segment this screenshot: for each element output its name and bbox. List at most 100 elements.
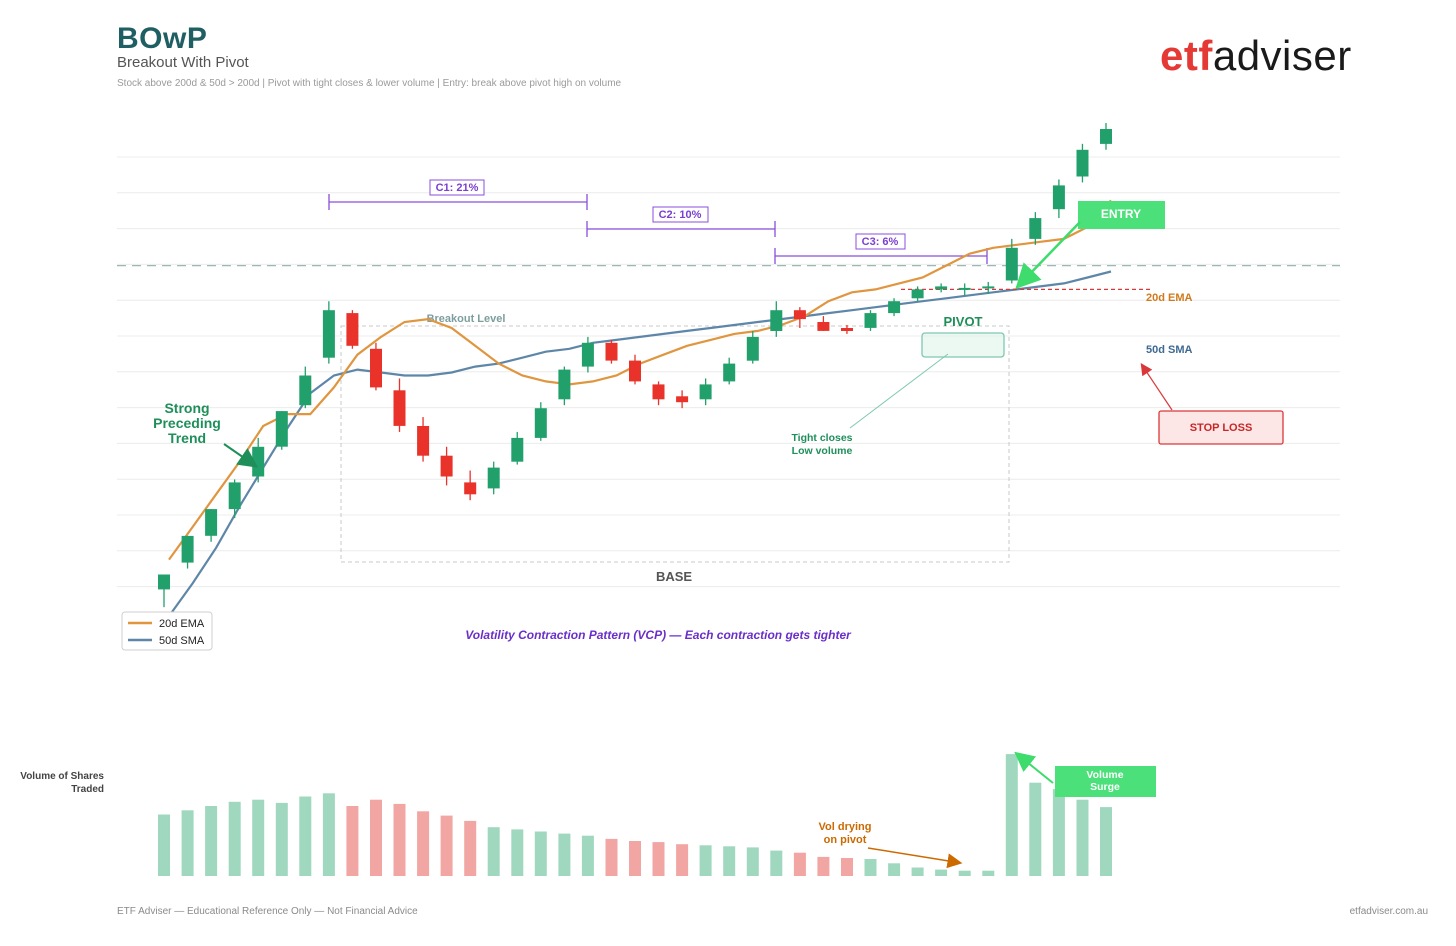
- page-title: BOwP: [117, 22, 208, 55]
- stop-loss-arrow: [1140, 363, 1173, 411]
- candle-body: [958, 287, 971, 290]
- volume-surge-box: [1055, 766, 1156, 797]
- ema-label: 20d EMA: [1146, 292, 1193, 304]
- candle: [370, 342, 382, 391]
- volume-bar: [440, 815, 453, 876]
- candle: [605, 339, 618, 364]
- volume-bar: [1100, 807, 1112, 876]
- volume-bar: [581, 835, 594, 876]
- candle: [534, 402, 547, 441]
- sma-50d-line: [168, 270, 1112, 617]
- volume-bar: [275, 802, 288, 876]
- low-volume-label: Low volume: [792, 445, 853, 457]
- contraction-c3-label: C3: 6%: [862, 236, 899, 248]
- candle-body: [322, 310, 335, 358]
- volume-bar: [652, 842, 665, 876]
- chart-legend: 20d EMA 50d SMA: [121, 611, 213, 651]
- logo-part-adviser: adviser: [1212, 32, 1352, 79]
- vol-drying-arrow: [867, 847, 963, 869]
- candle-body: [723, 363, 736, 382]
- strong-trend-arrow: [223, 443, 259, 468]
- candle: [322, 301, 335, 364]
- volume-bar: [322, 793, 335, 876]
- contraction-c3: C3: 6%: [774, 233, 988, 264]
- candle: [228, 479, 241, 519]
- candle-body: [346, 313, 359, 346]
- candle-body: [864, 313, 877, 328]
- tight-closes-pointer: [849, 353, 949, 429]
- candle-body: [888, 301, 901, 314]
- candle-body: [252, 446, 265, 477]
- volume-bar: [841, 858, 853, 876]
- vol-drying-line1: Vol drying: [819, 821, 872, 833]
- logo-part-etf: etf: [1160, 32, 1213, 79]
- volume-bar: [181, 810, 194, 876]
- candle: [958, 283, 971, 296]
- candle-body: [793, 310, 806, 320]
- candle: [723, 357, 736, 385]
- candle: [793, 307, 806, 328]
- candle-body: [393, 390, 406, 426]
- etfadviser-logo: etfadviser: [1160, 32, 1352, 80]
- volume-surge-arrow: [1014, 751, 1054, 784]
- candle-body: [629, 360, 641, 382]
- tagline: Stock above 200d & 50d > 200d | Pivot wi…: [117, 78, 622, 89]
- volume-bar: [158, 814, 170, 876]
- volume-bar: [982, 870, 995, 876]
- candle: [982, 281, 995, 294]
- candle: [935, 283, 948, 293]
- candle: [1100, 123, 1112, 150]
- volume-bar: [723, 846, 736, 876]
- volume-surge-line1: Volume: [1086, 769, 1123, 781]
- candle-body: [558, 369, 571, 400]
- strong-trend-line1: Strong: [164, 400, 209, 416]
- volume-bar: [864, 859, 877, 876]
- strong-trend-line2: Preceding: [153, 415, 221, 431]
- pivot-label: PIVOT: [943, 314, 982, 329]
- candle: [252, 437, 265, 483]
- candle: [299, 366, 312, 409]
- legend-ema: 20d EMA: [159, 618, 205, 630]
- candle-body: [746, 336, 759, 361]
- candle-body: [1100, 129, 1112, 144]
- candle-body: [652, 384, 665, 400]
- candle: [676, 390, 689, 409]
- page-subtitle: Breakout With Pivot: [117, 54, 249, 71]
- candle-body: [464, 482, 477, 495]
- volume-bar: [228, 801, 241, 876]
- candle-body: [935, 286, 948, 290]
- contraction-c2-label: C2: 10%: [659, 209, 702, 221]
- candle-body: [982, 286, 995, 289]
- candle-body: [1052, 185, 1065, 210]
- pivot-box: [921, 332, 1005, 358]
- volume-bar: [888, 863, 901, 876]
- candle-body: [158, 574, 170, 590]
- candles: [158, 123, 1112, 608]
- candle: [911, 286, 924, 302]
- candle-body: [205, 509, 218, 536]
- volume-bar: [629, 841, 641, 876]
- candle-body: [841, 328, 853, 331]
- entry-box: [1078, 201, 1165, 229]
- stop-loss-label: STOP LOSS: [1190, 422, 1253, 434]
- candle-body: [440, 455, 453, 477]
- candle: [487, 461, 500, 495]
- volume-bar: [558, 833, 571, 876]
- volume-bar: [370, 799, 382, 876]
- candle: [181, 535, 194, 569]
- tight-closes-label: Tight closes: [791, 432, 852, 444]
- candle-body: [417, 426, 430, 456]
- volume-bar: [252, 799, 265, 876]
- candle: [1005, 238, 1018, 284]
- candle-body: [181, 535, 194, 563]
- vcp-caption: Volatility Contraction Pattern (VCP) — E…: [465, 628, 852, 642]
- contraction-c1-label: C1: 21%: [436, 182, 479, 194]
- volume-bar: [1052, 789, 1065, 876]
- volume-bar: [511, 829, 524, 876]
- candle-body: [605, 342, 618, 361]
- volume-bar: [346, 806, 359, 876]
- sma-label: 50d SMA: [1146, 344, 1193, 356]
- candle: [1076, 143, 1089, 183]
- candle-body: [1076, 149, 1089, 177]
- candle-body: [299, 375, 312, 406]
